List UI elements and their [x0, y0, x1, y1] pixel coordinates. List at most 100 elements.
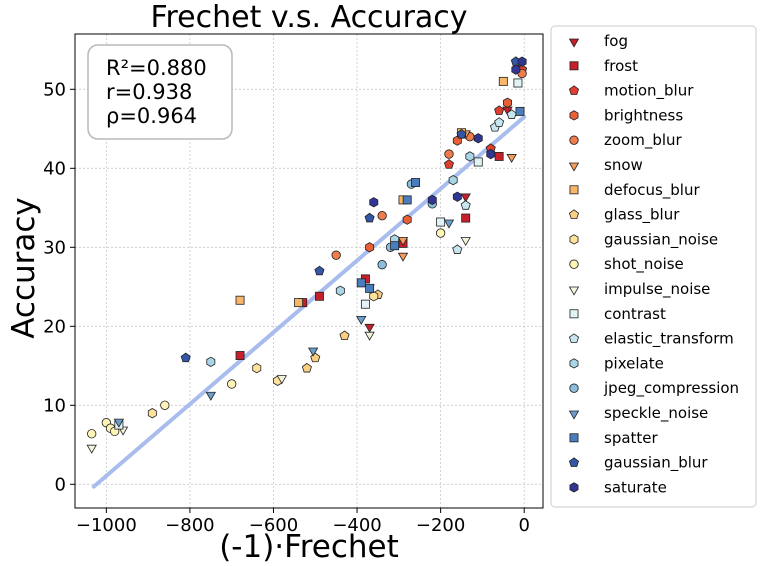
- fit-line-group: [91, 114, 527, 489]
- series-shot-noise: [87, 228, 446, 439]
- data-point: [235, 351, 245, 360]
- legend: fog frost motion_blur brightness zoom_blursn…: [550, 25, 757, 508]
- x-tick-label: −400: [332, 515, 381, 536]
- legend-marker: [569, 433, 579, 443]
- data-point: [160, 400, 170, 410]
- legend-label: pixelate: [604, 354, 664, 372]
- y-tick-label: 40: [43, 158, 66, 179]
- data-point: [503, 97, 512, 108]
- data-point: [465, 151, 475, 162]
- data-point: [513, 78, 523, 88]
- legend-label: elastic_transform: [604, 330, 734, 349]
- data-point: [515, 106, 525, 116]
- data-point: [460, 236, 471, 246]
- data-point: [369, 291, 379, 302]
- series-elastic-transform: [452, 109, 517, 254]
- legend-marker: [568, 85, 580, 95]
- data-point: [435, 228, 446, 238]
- series-fog: [364, 63, 526, 333]
- legend-marker: [569, 482, 579, 493]
- data-point: [364, 323, 375, 333]
- data-point: [377, 211, 387, 221]
- legend-label: frost: [604, 57, 638, 75]
- data-point: [331, 250, 341, 260]
- legend-label: gaussian_blur: [604, 454, 708, 473]
- legend-label: shot_noise: [604, 255, 684, 274]
- x-axis-title: (-1)·Frechet: [219, 529, 399, 565]
- legend-item-defocus-blur: defocus_blur: [569, 181, 700, 200]
- legend-marker: [568, 209, 580, 219]
- data-point: [511, 64, 521, 75]
- legend-label: fog: [604, 32, 628, 50]
- x-tick-label: −1000: [76, 515, 137, 536]
- y-tick-label: 30: [43, 237, 66, 258]
- legend-marker: [568, 286, 580, 296]
- data-point: [444, 149, 454, 159]
- legend-label: glass_blur: [604, 206, 680, 225]
- data-point: [397, 252, 409, 262]
- data-point: [427, 194, 437, 206]
- data-point: [460, 193, 471, 203]
- legend-marker: [569, 383, 579, 393]
- legend-label: zoom_blur: [604, 131, 683, 150]
- data-point: [301, 362, 312, 373]
- data-point: [506, 109, 517, 119]
- legend-item-shot-noise: shot_noise: [569, 255, 684, 274]
- data-point: [411, 178, 421, 187]
- data-point: [86, 444, 97, 454]
- data-point: [498, 76, 508, 86]
- data-point: [443, 159, 455, 169]
- data-point: [448, 175, 458, 186]
- axis-ticks: −1000 −800 −600 −400 −200 0 0 10 20 30 40 50: [43, 79, 530, 536]
- data-point: [369, 197, 379, 208]
- data-point: [205, 391, 217, 401]
- series-speckle-noise: [113, 219, 455, 428]
- series-spatter: [356, 106, 525, 293]
- data-point: [473, 133, 483, 144]
- series-saturate: [369, 56, 527, 208]
- legend-item-motion-blur: motion_blur: [568, 82, 694, 101]
- data-point: [356, 315, 367, 325]
- data-point: [252, 363, 262, 374]
- legend-item-impulse-noise: impulse_noise: [568, 280, 710, 299]
- y-tick-label: 10: [43, 395, 66, 416]
- plot-frame: [74, 33, 544, 509]
- x-tick-label: 0: [518, 515, 529, 536]
- legend-label: defocus_blur: [604, 181, 700, 200]
- data-point: [235, 295, 245, 305]
- legend-marker: [569, 259, 579, 269]
- grid: [75, 34, 543, 508]
- legend-marker: [568, 457, 580, 467]
- data-point: [460, 200, 471, 210]
- legend-item-fog: fog: [568, 32, 628, 50]
- chart-title: Frechet v.s. Accuracy: [150, 0, 467, 35]
- legend-marker: [568, 162, 580, 172]
- data-point: [314, 265, 325, 276]
- legend-item-saturate: saturate: [569, 478, 667, 496]
- data-point: [456, 129, 467, 139]
- series-gaussian-noise: [147, 291, 379, 419]
- data-point: [365, 242, 375, 253]
- x-tick-label: −200: [416, 515, 465, 536]
- data-point: [397, 236, 409, 246]
- legend-label: speckle_noise: [604, 404, 708, 423]
- legend-item-spatter: spatter: [569, 429, 659, 447]
- legend-item-glass-blur: glass_blur: [568, 206, 680, 225]
- data-point: [494, 151, 504, 161]
- legend-marker: [569, 358, 579, 369]
- data-point: [494, 117, 505, 127]
- legend-label: gaussian_noise: [604, 230, 718, 249]
- legend-item-zoom-blur: zoom_blur: [569, 131, 683, 150]
- y-tick-label: 0: [55, 474, 66, 495]
- series-impulse-noise: [86, 236, 471, 454]
- data-point: [436, 217, 446, 227]
- x-tick-label: −600: [249, 515, 298, 536]
- legend-item-pixelate: pixelate: [569, 354, 664, 372]
- data-point: [360, 299, 370, 309]
- data-point: [506, 154, 517, 164]
- legend-label: spatter: [604, 429, 659, 447]
- data-point: [314, 291, 324, 301]
- data-point: [180, 352, 191, 363]
- regression-line: [91, 114, 527, 489]
